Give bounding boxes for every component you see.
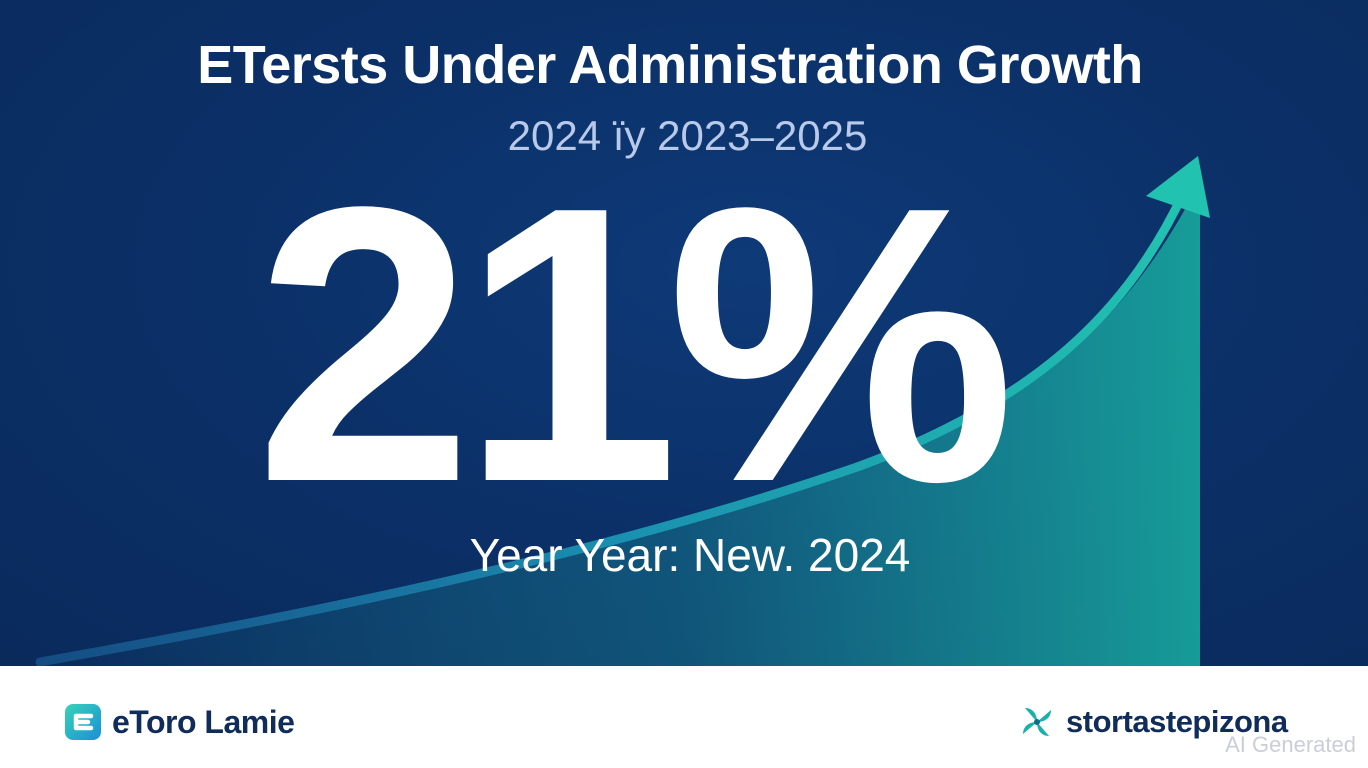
- upward-trend-arrow-icon: [35, 156, 1210, 666]
- trend-arrowhead: [1146, 156, 1210, 218]
- pinwheel-logo-icon: [1023, 708, 1051, 736]
- ai-generated-watermark: AI Generated: [1225, 732, 1356, 757]
- left-brand: eToro Lamie: [64, 702, 295, 742]
- left-brand-name: eToro Lamie: [112, 703, 295, 740]
- etoro-logo-icon: [65, 704, 101, 740]
- page-title: ETersts Under Administration Growth: [197, 35, 1143, 95]
- hero-panel: ETersts Under Administration Growth 2024…: [0, 0, 1368, 666]
- footer-bar: [0, 666, 1368, 768]
- trend-line: [35, 191, 1187, 666]
- right-brand: stortastepizona: [1018, 702, 1288, 742]
- page-subtitle: 2024 ïy 2023–2025: [507, 112, 868, 159]
- trend-area: [40, 200, 1200, 666]
- right-brand-name: stortastepizona: [1066, 704, 1288, 739]
- headline-value: 21%: [255, 126, 1016, 564]
- headline-caption: Year Year: New. 2024: [469, 529, 911, 581]
